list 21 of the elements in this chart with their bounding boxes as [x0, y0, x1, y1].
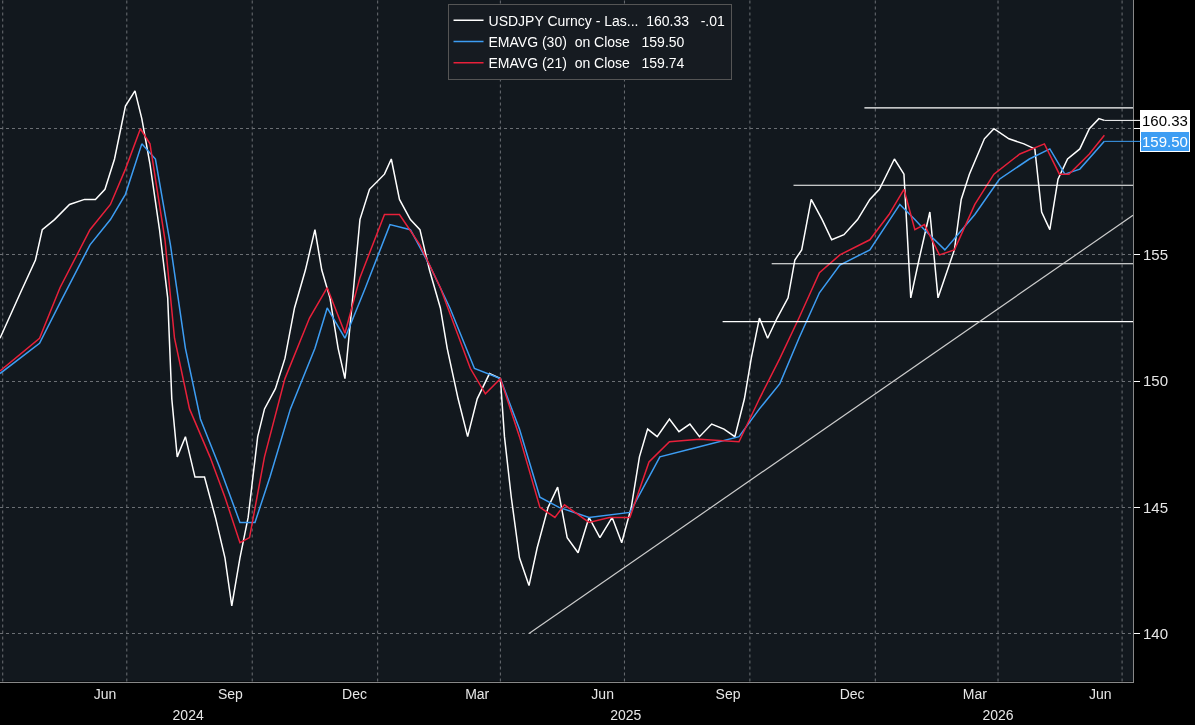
y-tick-label: 145 [1143, 498, 1169, 516]
x-tick-label: Sep [715, 686, 741, 703]
x-tick-label: Dec [839, 686, 865, 703]
legend-label: EMAVG (21) on Close 159.74 [488, 55, 685, 72]
x-tick-label: Jun [1088, 686, 1112, 703]
annotation: 159.50 [1142, 133, 1188, 150]
x-tick-label: Sep [217, 686, 244, 703]
x-tick-label: Jun [93, 686, 117, 703]
x-tick-label: Jun [591, 686, 614, 703]
x-tick-label: Dec [342, 686, 367, 703]
x2-tick-label: 2025 [610, 706, 642, 723]
x-tick-label: Mar [465, 686, 490, 703]
y-tick-label: 155 [1143, 246, 1169, 264]
legend-label: USDJPY Curncy - Las... 160.33 -.01 [488, 12, 726, 29]
annotation: 160.33 [1142, 112, 1188, 129]
y-tick-label: 140 [1143, 624, 1169, 642]
y-tick-label: 150 [1143, 372, 1169, 390]
x-tick-label: Mar [962, 686, 988, 703]
x2-tick-label: 2026 [982, 706, 1014, 723]
x2-tick-label: 2024 [172, 706, 204, 723]
legend-label: EMAVG (30) on Close 159.50 [488, 33, 685, 50]
